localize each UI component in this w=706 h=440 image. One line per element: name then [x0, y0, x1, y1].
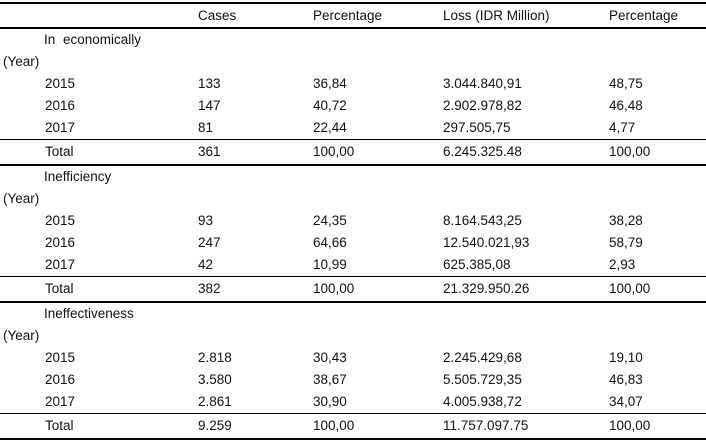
cases-value: 2.818: [198, 350, 232, 365]
table-row: 2016 147 40,72 2.902.978,82 46,48: [0, 95, 706, 117]
cases-value: 42: [198, 257, 214, 272]
loss-value: 4.005.938,72: [443, 394, 522, 409]
section-title: Ineffectiveness: [44, 306, 134, 321]
total-percentage-value: 100,00: [310, 413, 440, 440]
cases-value: 81: [198, 120, 214, 135]
total-label: Total: [0, 413, 195, 440]
section-title: In economically: [44, 32, 142, 47]
table-row: 2015 133 36,84 3.044.840,91 48,75: [0, 73, 706, 95]
loss-percentage-value: 19,10: [609, 350, 643, 365]
total-cases-value: 9.259: [195, 413, 310, 440]
table-row: 2017 2.861 30,90 4.005.938,72 34,07: [0, 391, 706, 414]
section-title: Inefficiency: [44, 169, 112, 184]
year-label-header: (Year): [3, 191, 40, 206]
total-loss-value: 21.329.950.26: [440, 276, 606, 303]
table-row: 2017 81 22,44 297.505,75 4,77: [0, 117, 706, 140]
percentage-value: 10,99: [313, 257, 347, 272]
percentage-value: 40,72: [313, 98, 347, 113]
loss-value: 2.902.978,82: [443, 98, 522, 113]
year-cell: 2016: [45, 98, 76, 113]
percentage-value: 24,35: [313, 213, 347, 228]
table-row: 2017 42 10,99 625.385,08 2,93: [0, 254, 706, 277]
year-cell: 2015: [45, 350, 76, 365]
section-subtitle-row: (Year): [0, 188, 706, 210]
loss-percentage-value: 34,07: [609, 394, 643, 409]
year-cell: 2016: [45, 235, 76, 250]
loss-value: 5.505.729,35: [443, 372, 522, 387]
year-cell: 2017: [45, 120, 76, 135]
loss-value: 8.164.543,25: [443, 213, 522, 228]
cases-value: 93: [198, 213, 214, 228]
percentage-column-header: Percentage: [310, 3, 440, 29]
cases-value: 133: [198, 76, 221, 91]
total-row: Total 361 100,00 6.245.325.48 100,00: [0, 139, 706, 166]
loss-column-header: Loss (IDR Million): [440, 3, 606, 29]
total-loss-percentage-value: 100,00: [606, 413, 706, 440]
cases-column-header: Cases: [195, 3, 310, 29]
total-row: Total 382 100,00 21.329.950.26 100,00: [0, 276, 706, 303]
loss-percentage-value: 2,93: [609, 257, 636, 272]
percentage-value: 30,43: [313, 350, 347, 365]
total-loss-value: 6.245.325.48: [440, 139, 606, 166]
section-subtitle-row: (Year): [0, 51, 706, 73]
total-loss-value: 11.757.097.75: [440, 413, 606, 440]
total-label: Total: [0, 276, 195, 303]
section-subtitle-row: (Year): [0, 325, 706, 347]
loss-percentage-column-header: Percentage: [606, 3, 706, 29]
loss-value: 297.505,75: [443, 120, 511, 135]
loss-value: 3.044.840,91: [443, 76, 522, 91]
total-loss-percentage-value: 100,00: [606, 276, 706, 303]
section-title-row: Ineffectiveness: [0, 302, 706, 325]
percentage-value: 36,84: [313, 76, 347, 91]
loss-percentage-value: 4,77: [609, 120, 636, 135]
loss-percentage-value: 46,48: [609, 98, 643, 113]
cases-value: 147: [198, 98, 221, 113]
table-row: 2015 93 24,35 8.164.543,25 38,28: [0, 210, 706, 232]
loss-value: 12.540.021,93: [443, 235, 530, 250]
total-loss-percentage-value: 100,00: [606, 139, 706, 166]
year-label-header: (Year): [3, 328, 40, 343]
year-cell: 2015: [45, 213, 76, 228]
loss-value: 2.245.429,68: [443, 350, 522, 365]
loss-percentage-value: 46,83: [609, 372, 643, 387]
section-title-row: In economically: [0, 28, 706, 51]
loss-value: 625.385,08: [443, 257, 511, 272]
total-cases-value: 382: [195, 276, 310, 303]
percentage-value: 38,67: [313, 372, 347, 387]
total-percentage-value: 100,00: [310, 276, 440, 303]
total-row: Total 9.259 100,00 11.757.097.75 100,00: [0, 413, 706, 440]
total-label: Total: [0, 139, 195, 166]
year-label-header: (Year): [3, 54, 40, 69]
cases-value: 3.580: [198, 372, 232, 387]
loss-percentage-value: 38,28: [609, 213, 643, 228]
percentage-value: 64,66: [313, 235, 347, 250]
table-row: 2016 3.580 38,67 5.505.729,35 46,83: [0, 369, 706, 391]
table-row: 2015 2.818 30,43 2.245.429,68 19,10: [0, 347, 706, 369]
percentage-value: 30,90: [313, 394, 347, 409]
year-cell: 2016: [45, 372, 76, 387]
year-cell: 2017: [45, 394, 76, 409]
percentage-value: 22,44: [313, 120, 347, 135]
table-row: 2016 247 64,66 12.540.021,93 58,79: [0, 232, 706, 254]
cases-value: 247: [198, 235, 221, 250]
loss-percentage-value: 58,79: [609, 235, 643, 250]
year-cell: 2015: [45, 76, 76, 91]
total-percentage-value: 100,00: [310, 139, 440, 166]
section-title-row: Inefficiency: [0, 165, 706, 188]
header-row: Cases Percentage Loss (IDR Million) Perc…: [0, 3, 706, 29]
total-cases-value: 361: [195, 139, 310, 166]
cases-value: 2.861: [198, 394, 232, 409]
year-cell: 2017: [45, 257, 76, 272]
loss-percentage-value: 48,75: [609, 76, 643, 91]
empty-header-cell: [0, 3, 195, 29]
